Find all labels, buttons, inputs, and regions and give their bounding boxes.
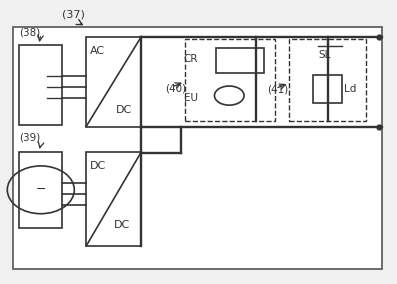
Ellipse shape	[214, 86, 244, 105]
Text: EU: EU	[184, 93, 198, 103]
Text: (39): (39)	[19, 132, 40, 142]
Bar	[13, 27, 382, 269]
Text: (40): (40)	[165, 83, 186, 93]
Text: DC: DC	[114, 220, 130, 230]
Text: DC: DC	[90, 161, 106, 171]
Bar	[19, 152, 62, 228]
Text: Ld: Ld	[344, 84, 357, 94]
Text: DC: DC	[116, 105, 132, 115]
Text: AC: AC	[90, 46, 105, 56]
Text: (38): (38)	[19, 28, 40, 38]
Bar	[216, 48, 264, 73]
Bar	[86, 37, 141, 127]
Bar	[86, 152, 141, 246]
Bar	[19, 45, 62, 125]
Bar	[313, 75, 342, 103]
Bar	[289, 39, 366, 121]
Text: SL: SL	[319, 50, 331, 60]
Text: CR: CR	[183, 54, 198, 64]
Bar	[185, 39, 276, 121]
Text: −: −	[36, 183, 46, 196]
Text: (41): (41)	[268, 85, 289, 95]
Text: (37): (37)	[62, 10, 85, 20]
